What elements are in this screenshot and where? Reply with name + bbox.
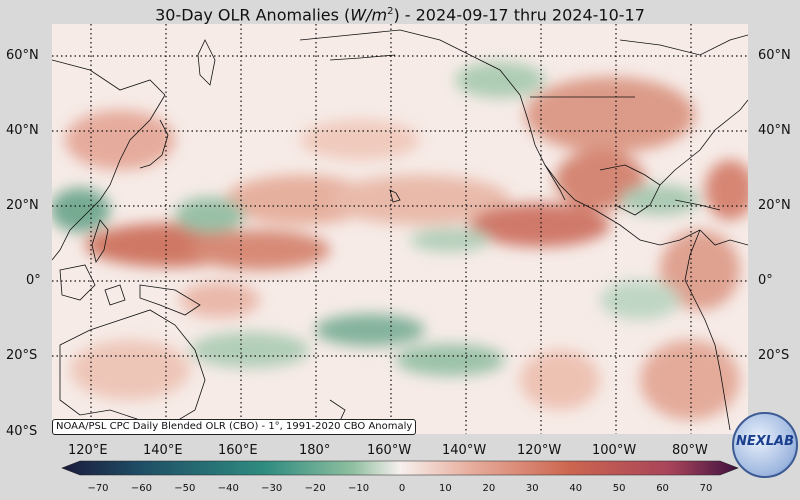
anomaly-blob: [52, 188, 110, 232]
colorbar-tick-label: 0: [398, 483, 406, 494]
colorbar-tick-label: 50: [612, 483, 626, 494]
coastline-aleutians: [329, 54, 396, 61]
anomaly-blob: [470, 203, 610, 247]
anomaly-blob: [600, 280, 680, 320]
colorbar-tick-label: 60: [656, 483, 669, 494]
anomaly-blob: [660, 230, 740, 310]
colorbar-tick-label: −50: [174, 483, 196, 494]
coastline-sulawesi: [104, 284, 126, 306]
anomaly-blob: [70, 340, 190, 400]
lat-label-left: 0°: [26, 273, 41, 288]
anomaly-blob: [225, 175, 375, 225]
anomaly-blob: [180, 282, 260, 318]
colorbar-tick-label: 40: [569, 483, 583, 494]
colorbar-tick-label: −60: [130, 483, 152, 494]
colorbar-tick-label: −70: [87, 483, 109, 494]
anomaly-blob: [520, 350, 600, 410]
lon-label: 160°W: [367, 443, 412, 458]
anomaly-blob: [330, 175, 510, 225]
lon-label: 120°E: [68, 443, 108, 458]
colorbar-tick-label: −40: [217, 483, 239, 494]
colorbar-tick-label: 30: [525, 483, 539, 494]
lat-label-left: 40°S: [6, 424, 38, 439]
coastline-new-guinea: [139, 284, 201, 316]
lon-label: 120°W: [517, 443, 562, 458]
lat-label-right: 20°N: [758, 198, 791, 213]
anomaly-blob: [190, 332, 310, 368]
coastline-alaska: [299, 29, 521, 96]
title-unit-base: W/m: [350, 5, 388, 25]
anomaly-field: [52, 24, 748, 434]
title-prefix: 30-Day OLR Anomalies (: [155, 5, 351, 25]
coastline-north-america: [519, 94, 701, 246]
anomaly-blob: [190, 230, 330, 270]
anomaly-blob: [640, 340, 740, 420]
lon-label: 100°W: [592, 443, 637, 458]
colorbar-tick-label: 70: [699, 483, 713, 494]
anomaly-blob: [525, 77, 695, 153]
coastline-hawaii: [389, 189, 401, 203]
anomaly-blob: [175, 197, 245, 233]
coastline-caribbean: [674, 199, 721, 211]
anomaly-blob: [300, 120, 420, 160]
colorbar-tick-label: −30: [261, 483, 283, 494]
lon-label: 140°E: [143, 443, 183, 458]
anomaly-blob: [455, 62, 545, 98]
gridlines: [52, 24, 748, 434]
colorbar: [61, 460, 739, 476]
colorbar-tick-label: −20: [304, 483, 326, 494]
lon-label: 160°E: [218, 443, 258, 458]
lat-label-right: 20°S: [758, 348, 790, 363]
anomaly-blob: [65, 110, 175, 170]
data-source-credit: NOAA/PSL CPC Daily Blended OLR (CBO) - 1…: [52, 419, 417, 435]
colorbar-tick-label: 20: [482, 483, 496, 494]
coastline-borneo: [59, 264, 96, 301]
lon-label: 180°: [299, 443, 331, 458]
anomaly-blob: [395, 344, 505, 376]
coastlines: [52, 29, 748, 431]
colorbar-tick-label: 10: [439, 483, 452, 494]
coastline-australia: [59, 309, 206, 426]
coastline-kamchatka: [197, 39, 216, 86]
lat-label-left: 40°N: [6, 123, 39, 138]
lat-label-left: 60°N: [6, 48, 39, 63]
anomaly-blob: [315, 314, 425, 346]
coastline-asia: [52, 59, 166, 261]
coastline-canada: [619, 34, 748, 56]
title-suffix: ) - 2024-09-17 thru 2024-10-17: [393, 5, 645, 25]
coastline-south-america: [684, 229, 748, 431]
map-title: 30-Day OLR Anomalies (W/m2) - 2024-09-17…: [0, 0, 800, 24]
lat-label-right: 0°: [758, 273, 773, 288]
title-unit-exponent: 2: [387, 6, 394, 17]
lat-label-right: 40°N: [758, 123, 791, 138]
coastline-philippines: [91, 219, 109, 263]
anomaly-blob: [410, 228, 490, 252]
lon-label: 80°W: [672, 443, 708, 458]
coastline-baja: [544, 164, 566, 201]
lon-label: 140°W: [442, 443, 487, 458]
lat-label-left: 20°S: [6, 348, 38, 363]
anomaly-blob: [620, 185, 700, 215]
anomaly-blob: [705, 160, 748, 220]
colorbar-tick-label: −10: [348, 483, 370, 494]
logo-text: NEXLAB: [735, 434, 795, 449]
lat-label-right: 60°N: [758, 48, 791, 63]
nexlab-logo: NEXLAB: [732, 412, 798, 478]
coastline-us-east: [659, 99, 748, 186]
coastline-japan: [139, 119, 169, 169]
lat-label-left: 20°N: [6, 198, 39, 213]
